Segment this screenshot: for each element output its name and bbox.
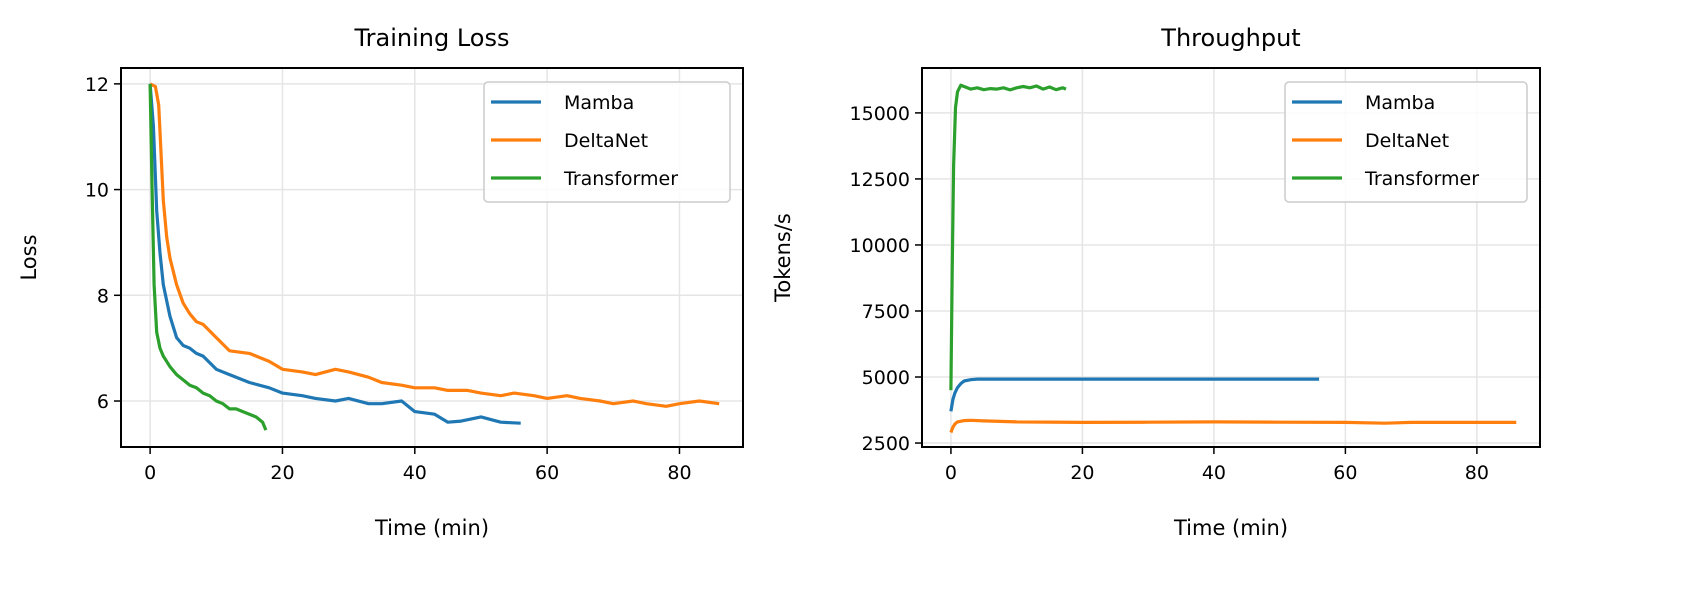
legend-label: DeltaNet [1365, 130, 1449, 152]
plot-frame [120, 67, 744, 448]
x-axis-label: Time (min) [1173, 516, 1288, 540]
x-tick-label: 40 [1202, 462, 1226, 484]
plot-frame [921, 67, 1541, 448]
series-line-deltanet [149, 82, 720, 408]
x-tick-label: 0 [945, 462, 957, 484]
x-tick-label: 20 [270, 462, 294, 484]
y-tick-label: 12500 [850, 169, 910, 191]
series-line-deltanet [949, 418, 1517, 434]
x-tick-label: 20 [1070, 462, 1094, 484]
legend: Mamba DeltaNet Transformer [1284, 81, 1528, 203]
legend: Mamba DeltaNet Transformer [483, 81, 731, 203]
y-axis-label: Tokens/s [771, 213, 795, 303]
legend-box [1284, 81, 1528, 203]
x-tick-label: 80 [1465, 462, 1489, 484]
legend-label: Transformer [1364, 168, 1479, 190]
y-tick-label: 2500 [862, 433, 910, 455]
legend-label: Mamba [564, 92, 634, 114]
series-line-mamba [949, 377, 1320, 412]
series-line-mamba [148, 83, 521, 425]
y-tick-label: 10 [85, 180, 109, 202]
x-tick-label: 40 [403, 462, 427, 484]
legend-label: DeltaNet [564, 130, 648, 152]
y-tick-label: 6 [97, 391, 109, 413]
y-axis-label: Loss [17, 234, 41, 280]
y-tick-label: 10000 [850, 235, 910, 257]
x-tick-label: 60 [535, 462, 559, 484]
series-line-transformer [148, 83, 268, 431]
x-tick-label: 80 [667, 462, 691, 484]
series-line-transformer [949, 83, 1067, 391]
legend-label: Transformer [563, 168, 678, 190]
y-tick-label: 8 [97, 285, 109, 307]
x-axis-label: Time (min) [374, 516, 489, 540]
legend-box [483, 81, 731, 203]
y-tick-label: 5000 [862, 367, 910, 389]
y-tick-label: 7500 [862, 301, 910, 323]
chart-title: Training Loss [354, 24, 510, 52]
x-tick-label: 0 [144, 462, 156, 484]
training-loss-chart: 0 20 40 60 80 6 8 10 12 Mamba DeltaNet Transformer T… [17, 24, 744, 540]
legend-label: Mamba [1365, 92, 1435, 114]
x-tick-label: 60 [1333, 462, 1357, 484]
throughput-chart: 0 20 40 60 80 2500 5000 7500 10000 12500 15000 Mamb… [771, 24, 1541, 540]
y-tick-label: 15000 [850, 103, 910, 125]
y-tick-label: 12 [85, 74, 109, 96]
chart-title: Throughput [1160, 24, 1300, 52]
